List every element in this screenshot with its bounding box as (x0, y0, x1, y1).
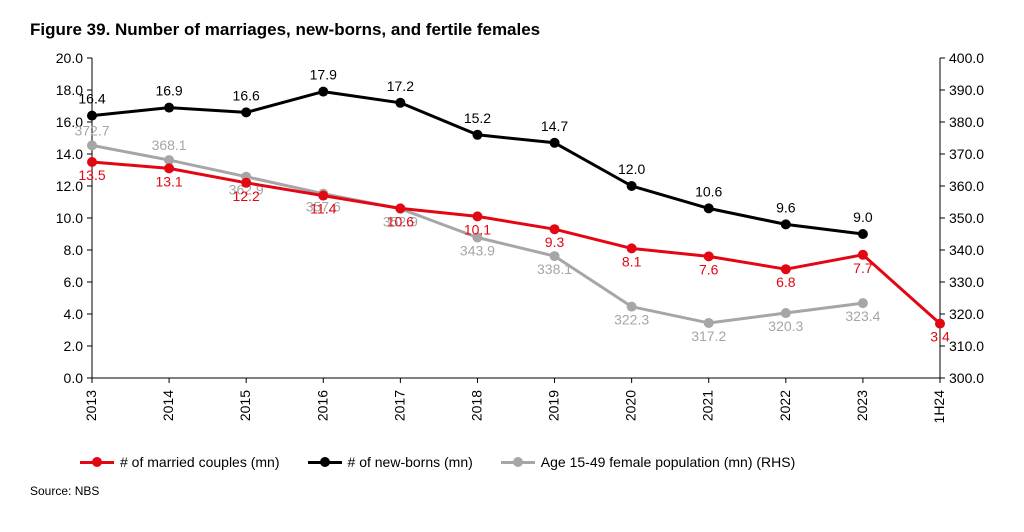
svg-text:9.3: 9.3 (545, 234, 565, 250)
chart-title: Figure 39. Number of marriages, new-born… (30, 20, 994, 40)
svg-text:2017: 2017 (391, 390, 407, 421)
svg-text:2018: 2018 (468, 390, 484, 421)
svg-text:2015: 2015 (237, 390, 253, 421)
svg-text:14.7: 14.7 (541, 118, 568, 134)
svg-text:2022: 2022 (777, 390, 793, 421)
svg-text:7.6: 7.6 (699, 261, 719, 277)
svg-text:370.0: 370.0 (949, 146, 984, 162)
svg-text:320.0: 320.0 (949, 306, 984, 322)
svg-text:2014: 2014 (160, 390, 176, 421)
svg-text:17.2: 17.2 (387, 78, 414, 94)
svg-text:400.0: 400.0 (949, 50, 984, 66)
svg-text:10.6: 10.6 (387, 213, 414, 229)
legend-swatch (501, 461, 535, 464)
svg-text:343.9: 343.9 (460, 243, 495, 259)
chart-area: 0.02.04.06.08.010.012.014.016.018.020.03… (30, 48, 990, 448)
svg-text:310.0: 310.0 (949, 338, 984, 354)
svg-text:13.5: 13.5 (78, 167, 105, 183)
svg-text:2020: 2020 (623, 390, 639, 421)
svg-text:6.8: 6.8 (776, 274, 796, 290)
svg-text:380.0: 380.0 (949, 114, 984, 130)
line-chart-svg: 0.02.04.06.08.010.012.014.016.018.020.03… (30, 48, 990, 448)
svg-text:8.1: 8.1 (622, 253, 642, 269)
svg-text:317.2: 317.2 (691, 328, 726, 344)
svg-text:10.1: 10.1 (464, 221, 491, 237)
legend-swatch (80, 461, 114, 464)
legend-item-newborns: # of new-borns (mn) (308, 454, 473, 470)
svg-text:350.0: 350.0 (949, 210, 984, 226)
svg-text:20.0: 20.0 (56, 50, 83, 66)
svg-text:3.4: 3.4 (930, 329, 950, 345)
svg-text:9.6: 9.6 (776, 199, 796, 215)
svg-text:9.0: 9.0 (853, 209, 873, 225)
svg-text:330.0: 330.0 (949, 274, 984, 290)
svg-text:360.0: 360.0 (949, 178, 984, 194)
svg-text:2023: 2023 (854, 390, 870, 421)
svg-text:1H24: 1H24 (931, 390, 947, 424)
svg-text:2021: 2021 (700, 390, 716, 421)
svg-text:8.0: 8.0 (64, 242, 84, 258)
legend-item-fertile: Age 15-49 female population (mn) (RHS) (501, 454, 795, 470)
svg-text:17.9: 17.9 (310, 67, 337, 83)
svg-text:10.6: 10.6 (695, 183, 722, 199)
svg-text:16.9: 16.9 (155, 83, 182, 99)
svg-text:2016: 2016 (314, 390, 330, 421)
svg-text:7.7: 7.7 (853, 260, 873, 276)
svg-text:11.4: 11.4 (310, 201, 336, 217)
svg-text:16.4: 16.4 (78, 91, 105, 107)
legend-swatch (308, 461, 342, 464)
source-label: Source: NBS (30, 484, 994, 498)
svg-text:16.6: 16.6 (233, 87, 260, 103)
legend-label: # of married couples (mn) (120, 454, 280, 470)
svg-text:320.3: 320.3 (768, 318, 803, 334)
svg-text:372.7: 372.7 (74, 122, 109, 138)
svg-text:2013: 2013 (83, 390, 99, 421)
svg-text:338.1: 338.1 (537, 261, 572, 277)
svg-text:0.0: 0.0 (64, 370, 84, 386)
svg-text:12.0: 12.0 (618, 161, 645, 177)
svg-text:14.0: 14.0 (56, 146, 83, 162)
legend-label: Age 15-49 female population (mn) (RHS) (541, 454, 795, 470)
svg-text:322.3: 322.3 (614, 312, 649, 328)
svg-text:368.1: 368.1 (152, 137, 187, 153)
svg-text:10.0: 10.0 (56, 210, 83, 226)
svg-text:390.0: 390.0 (949, 82, 984, 98)
svg-text:6.0: 6.0 (64, 274, 84, 290)
svg-text:12.2: 12.2 (233, 188, 260, 204)
legend: # of married couples (mn) # of new-borns … (80, 454, 994, 470)
svg-text:340.0: 340.0 (949, 242, 984, 258)
svg-text:15.2: 15.2 (464, 110, 491, 126)
svg-text:2019: 2019 (546, 390, 562, 421)
legend-label: # of new-borns (mn) (348, 454, 473, 470)
legend-item-married: # of married couples (mn) (80, 454, 280, 470)
svg-text:300.0: 300.0 (949, 370, 984, 386)
svg-text:2.0: 2.0 (64, 338, 84, 354)
svg-text:323.4: 323.4 (845, 308, 880, 324)
svg-text:4.0: 4.0 (64, 306, 84, 322)
svg-text:13.1: 13.1 (155, 173, 182, 189)
